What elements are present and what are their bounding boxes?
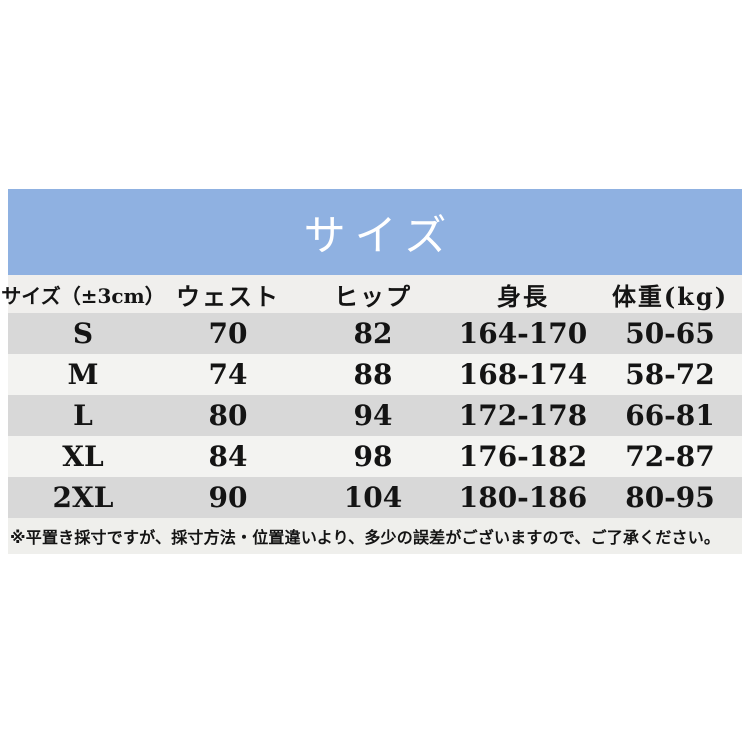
cell-waist: 90 — [208, 481, 248, 514]
column-header-hip: ヒップ — [334, 281, 412, 311]
size-chart-title: サイズ — [303, 210, 456, 260]
table-row: XL 84 98 176-182 72-87 — [8, 436, 742, 477]
cell-hip: 94 — [353, 399, 393, 432]
column-header-height: 身長 — [497, 281, 549, 311]
column-header-weight: 体重(kg) — [611, 281, 729, 311]
cell-hip: 82 — [353, 317, 393, 350]
cell-waist: 74 — [208, 358, 248, 391]
table-row: S 70 82 164-170 50-65 — [8, 313, 742, 354]
cell-weight: 58-72 — [625, 358, 715, 391]
cell-waist: 80 — [208, 399, 248, 432]
cell-weight: 80-95 — [625, 481, 715, 514]
cell-height: 164-170 — [458, 317, 588, 350]
column-header-size: サイズ（±3cm） — [1, 283, 165, 308]
table-row: 2XL 90 104 180-186 80-95 — [8, 477, 742, 518]
measurement-disclaimer-text: ※平置き採寸ですが、採寸方法・位置違いより、多少の誤差がございますので、ご了承く… — [10, 528, 721, 547]
cell-waist: 84 — [208, 440, 248, 473]
cell-weight: 66-81 — [625, 399, 715, 432]
cell-weight: 72-87 — [625, 440, 715, 473]
cell-weight: 50-65 — [625, 317, 715, 350]
cell-waist: 70 — [208, 317, 248, 350]
cell-size: S — [72, 317, 94, 350]
cell-hip: 104 — [343, 481, 403, 514]
cell-height: 172-178 — [458, 399, 588, 432]
cell-height: 168-174 — [458, 358, 588, 391]
cell-size: L — [73, 399, 93, 432]
cell-size: XL — [62, 440, 104, 473]
size-chart: サイズ サイズ（±3cm） ウェスト ヒップ 身長 体重(kg) S 70 82… — [1, 189, 742, 554]
size-chart-title-bar: サイズ — [8, 189, 742, 275]
table-header-row: サイズ（±3cm） ウェスト ヒップ 身長 体重(kg) — [1, 275, 742, 313]
table-row: L 80 94 172-178 66-81 — [8, 395, 742, 436]
measurement-disclaimer-bar: ※平置き採寸ですが、採寸方法・位置違いより、多少の誤差がございますので、ご了承く… — [8, 518, 742, 554]
cell-hip: 88 — [353, 358, 393, 391]
cell-height: 176-182 — [458, 440, 588, 473]
cell-height: 180-186 — [458, 481, 588, 514]
column-header-waist: ウェスト — [176, 281, 280, 311]
cell-hip: 98 — [353, 440, 393, 473]
table-row: M 74 88 168-174 58-72 — [8, 354, 742, 395]
cell-size: M — [67, 358, 99, 391]
cell-size: 2XL — [52, 481, 114, 514]
